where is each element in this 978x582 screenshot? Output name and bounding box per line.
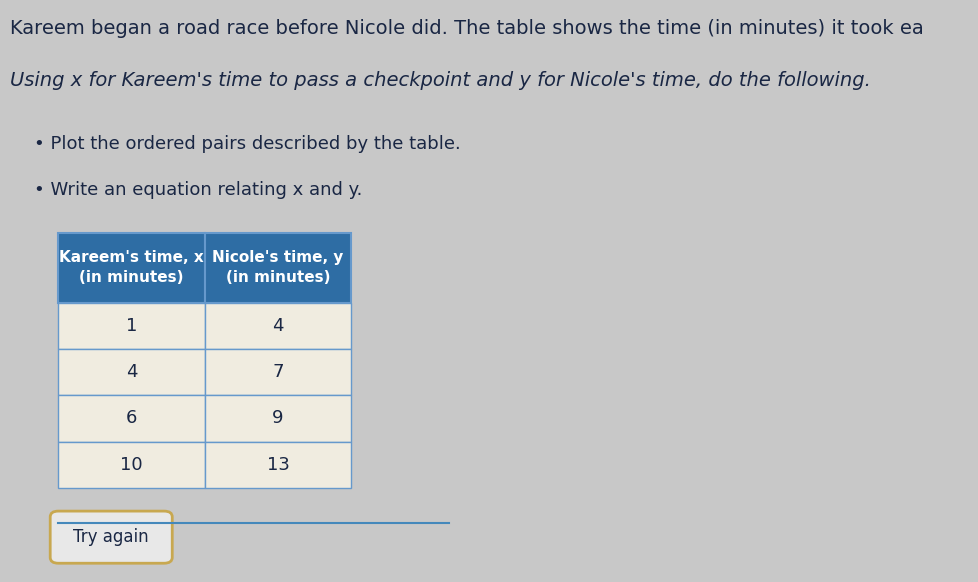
Text: Using x for Kareem's time to pass a checkpoint and y for Nicole's time, do the f: Using x for Kareem's time to pass a chec… (10, 71, 869, 90)
Text: Try again: Try again (73, 528, 149, 546)
Text: 1: 1 (126, 317, 137, 335)
FancyBboxPatch shape (204, 442, 351, 488)
FancyBboxPatch shape (59, 395, 204, 442)
FancyBboxPatch shape (59, 349, 204, 395)
Text: • Plot the ordered pairs described by the table.: • Plot the ordered pairs described by th… (34, 134, 461, 152)
Text: 7: 7 (272, 363, 284, 381)
Text: • Write an equation relating x and y.: • Write an equation relating x and y. (34, 181, 362, 199)
Text: 9: 9 (272, 409, 284, 427)
FancyBboxPatch shape (204, 349, 351, 395)
Text: Nicole's time, y
(in minutes): Nicole's time, y (in minutes) (212, 250, 343, 285)
FancyBboxPatch shape (204, 233, 351, 303)
FancyBboxPatch shape (204, 303, 351, 349)
Text: Kareem began a road race before Nicole did. The table shows the time (in minutes: Kareem began a road race before Nicole d… (10, 19, 922, 38)
Text: 13: 13 (266, 456, 289, 474)
FancyBboxPatch shape (204, 395, 351, 442)
FancyBboxPatch shape (59, 233, 204, 303)
FancyBboxPatch shape (50, 511, 172, 563)
Text: 10: 10 (120, 456, 143, 474)
Text: 6: 6 (126, 409, 137, 427)
Text: 4: 4 (272, 317, 284, 335)
FancyBboxPatch shape (59, 442, 204, 488)
FancyBboxPatch shape (59, 303, 204, 349)
Text: 4: 4 (126, 363, 137, 381)
Text: Kareem's time, x
(in minutes): Kareem's time, x (in minutes) (59, 250, 203, 285)
